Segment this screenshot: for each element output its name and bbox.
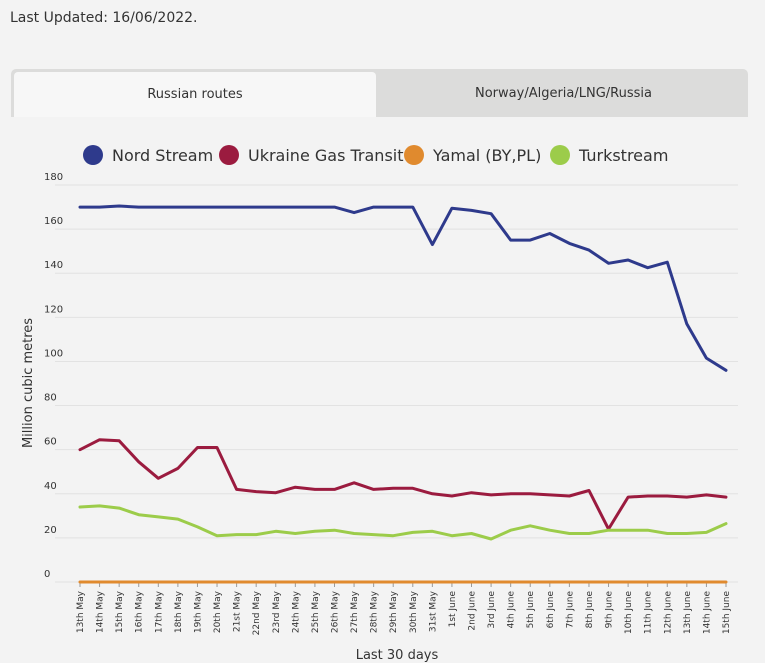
legend-item-nord-stream[interactable]: Nord Stream — [83, 145, 213, 165]
y-tick-label: 140 — [44, 260, 63, 271]
x-tick-label: 21st May — [233, 590, 243, 632]
x-tick-label: 27th May — [350, 590, 360, 633]
y-tick-label: 40 — [44, 481, 57, 492]
x-tick-label: 25th May — [311, 590, 321, 633]
y-axis-label: Million cubic metres — [21, 318, 36, 448]
x-tick-label: 6th June — [546, 591, 556, 629]
x-tick-label: 15th May — [115, 590, 125, 633]
x-tick-label: 13th June — [683, 591, 693, 635]
x-tick-label: 16th May — [135, 590, 145, 633]
x-tick-label: 23rd May — [272, 590, 282, 633]
legend-label: Ukraine Gas Transit — [248, 146, 404, 165]
x-tick-label: 10th June — [624, 591, 634, 635]
legend-swatch — [219, 145, 239, 165]
x-tick-label: 2nd June — [468, 591, 478, 631]
x-axis-ticks: 13th May 14th May 15th May 16th May 17th May… — [76, 582, 732, 635]
x-tick-label: 19th May — [193, 590, 203, 633]
x-tick-label: 3rd June — [487, 591, 497, 629]
legend-item-ukraine-gas-transit[interactable]: Ukraine Gas Transit — [219, 145, 404, 165]
y-tick-label: 80 — [44, 393, 57, 404]
y-tick-label: 60 — [44, 437, 57, 448]
x-tick-label: 13th May — [76, 590, 86, 633]
chart-legend: Nord Stream Ukraine Gas Transit Yamal (BY,… — [83, 145, 668, 165]
chart-series — [78, 204, 728, 584]
y-tick-label: 160 — [44, 216, 63, 227]
x-tick-label: 14th May — [96, 590, 106, 633]
y-tick-label: 120 — [44, 304, 63, 315]
x-tick-label: 15th June — [722, 591, 732, 635]
legend-swatch — [83, 145, 103, 165]
legend-label: Yamal (BY,PL) — [432, 146, 541, 165]
y-tick-label: 20 — [44, 525, 57, 536]
x-tick-label: 8th June — [585, 591, 595, 629]
x-tick-label: 22nd May — [252, 590, 262, 635]
tab-bar: Russian routes Norway/Algeria/LNG/Russia — [11, 69, 748, 117]
legend-swatch — [404, 145, 424, 165]
x-tick-label: 20th May — [213, 590, 223, 633]
x-tick-label: 5th June — [526, 591, 536, 629]
y-axis-ticks: 0 20 40 60 80 100 120 140 160 180 — [44, 172, 63, 580]
x-tick-label: 28th May — [370, 590, 380, 633]
chart-grid — [55, 184, 738, 583]
x-tick-label: 31st May — [428, 590, 438, 632]
x-tick-label: 18th May — [174, 590, 184, 633]
x-tick-label: 26th May — [330, 590, 340, 633]
x-tick-label: 9th June — [605, 591, 615, 629]
x-tick-label: 7th June — [565, 591, 575, 629]
legend-label: Nord Stream — [112, 146, 213, 165]
legend-item-turkstream[interactable]: Turkstream — [550, 145, 668, 165]
x-tick-label: 11th June — [644, 591, 654, 635]
legend-swatch — [550, 145, 570, 165]
x-tick-label: 4th June — [507, 591, 517, 629]
x-tick-label: 30th May — [409, 590, 419, 633]
x-tick-label: 14th June — [702, 591, 712, 635]
x-tick-label: 17th May — [154, 590, 164, 633]
x-tick-label: 29th May — [389, 590, 399, 633]
x-axis-label: Last 30 days — [356, 648, 439, 663]
x-tick-label: 12th June — [663, 591, 673, 635]
legend-item-yamal-by-pl[interactable]: Yamal (BY,PL) — [404, 145, 541, 165]
x-tick-label: 1st June — [448, 591, 458, 628]
series-line-ukraine-gas-transit — [78, 438, 728, 531]
tab-norway-algeria-lng-russia[interactable]: Norway/Algeria/LNG/Russia — [475, 85, 652, 101]
series-line-turkstream — [78, 504, 728, 541]
y-tick-label: 100 — [44, 348, 63, 359]
y-tick-label: 0 — [44, 569, 50, 580]
series-line-nord-stream — [78, 204, 728, 372]
tab-russian-routes[interactable]: Russian routes — [14, 72, 376, 117]
y-tick-label: 180 — [44, 172, 63, 183]
x-tick-label: 24th May — [291, 590, 301, 633]
last-updated-text: Last Updated: 16/06/2022. — [10, 10, 198, 26]
legend-label: Turkstream — [578, 146, 668, 165]
